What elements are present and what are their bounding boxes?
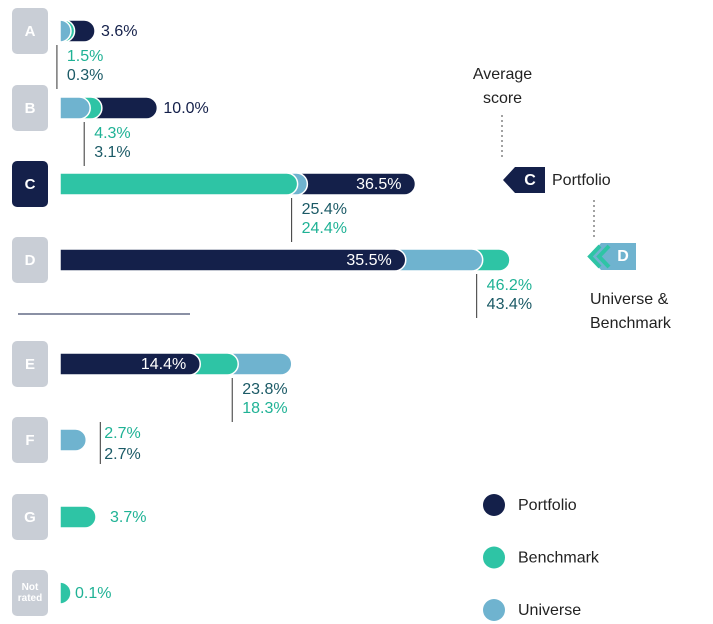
value-label: 2.7% (104, 446, 140, 463)
bar (59, 581, 72, 605)
category-badge: C (12, 161, 48, 207)
legend-label: Portfolio (518, 497, 577, 514)
value-label: 36.5% (356, 176, 401, 193)
portfolio-grade: C (524, 172, 536, 189)
category-badge: B (12, 85, 48, 131)
legend-marker (483, 599, 505, 621)
value-label: 14.4% (141, 356, 186, 373)
value-label: 10.0% (163, 100, 208, 117)
legend-label: Universe (518, 602, 581, 619)
value-label: 35.5% (346, 252, 391, 269)
legend-label: Benchmark (518, 550, 600, 567)
bar (59, 96, 91, 120)
value-label: 46.2% (487, 277, 532, 294)
chevron (587, 244, 602, 269)
category-badge: A (12, 8, 48, 54)
universe-average-label: Universe & Benchmark (590, 291, 671, 332)
value-label: 24.4% (302, 220, 347, 237)
category-badge: G (12, 494, 48, 540)
category-badge: E (12, 341, 48, 387)
legend-marker (483, 546, 505, 569)
portfolio-grade-badge (503, 167, 545, 193)
bar (59, 248, 407, 272)
bar (59, 172, 299, 196)
bar (59, 19, 72, 43)
universe-grade-badge (589, 243, 636, 270)
value-label: 0.1% (75, 585, 111, 602)
portfolio-average-label: Portfolio (552, 172, 611, 189)
category-badge: Not rated (12, 570, 48, 616)
value-label: 18.3% (242, 400, 287, 417)
value-label: 2.7% (104, 425, 140, 442)
bar (59, 505, 97, 529)
value-label: 43.4% (487, 296, 532, 313)
chevron (596, 244, 611, 269)
average-title: Average score (472, 66, 533, 107)
value-label: 23.8% (242, 381, 287, 398)
value-label: 3.1% (94, 144, 130, 161)
category-badge: F (12, 417, 48, 463)
value-label: 3.7% (110, 509, 146, 526)
value-label: 3.6% (101, 23, 137, 40)
legend-marker (483, 494, 505, 516)
value-label: 1.5% (67, 48, 103, 65)
value-label: 25.4% (302, 201, 347, 218)
value-label: 4.3% (94, 125, 130, 142)
bar (59, 428, 87, 452)
bar (59, 352, 201, 376)
universe-grade: D (617, 248, 629, 265)
value-label: 0.3% (67, 67, 103, 84)
category-badge: D (12, 237, 48, 283)
